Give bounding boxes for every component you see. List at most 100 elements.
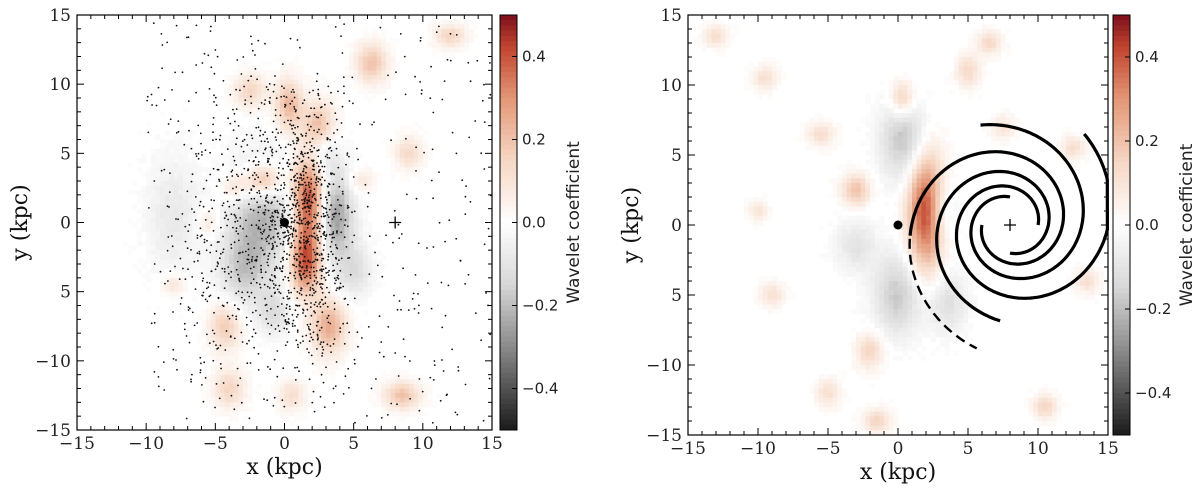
scatter-point bbox=[264, 209, 267, 211]
scatter-point bbox=[329, 233, 331, 236]
scatter-point bbox=[301, 135, 304, 137]
heatmap-cell bbox=[326, 227, 332, 233]
heatmap-cell bbox=[298, 208, 304, 214]
scatter-point bbox=[454, 411, 457, 414]
heatmap-cell bbox=[229, 213, 235, 219]
heatmap-cell bbox=[261, 194, 267, 200]
scatter-point bbox=[343, 92, 345, 95]
heatmap-cell bbox=[711, 19, 717, 25]
heatmap-cell bbox=[455, 33, 461, 39]
heatmap-cell bbox=[312, 153, 318, 159]
scatter-point bbox=[197, 157, 200, 160]
heatmap-cell bbox=[289, 397, 295, 403]
heatmap-cell bbox=[725, 38, 731, 44]
scatter-point bbox=[225, 330, 228, 332]
heatmap-cell bbox=[330, 328, 336, 334]
heatmap-cell bbox=[233, 397, 239, 403]
heatmap-cell bbox=[330, 227, 336, 233]
scatter-point bbox=[309, 277, 312, 279]
scatter-point bbox=[248, 159, 251, 162]
heatmap-cell bbox=[206, 397, 212, 403]
scatter-point bbox=[275, 150, 278, 153]
heatmap-cell bbox=[155, 167, 161, 173]
heatmap-cell bbox=[307, 383, 313, 389]
heatmap-cell bbox=[275, 333, 281, 339]
heatmap-cell bbox=[298, 84, 304, 90]
heatmap-cell bbox=[330, 88, 336, 94]
scatter-point bbox=[297, 186, 300, 189]
scatter-point bbox=[293, 274, 296, 277]
heatmap-cell bbox=[302, 84, 308, 90]
heatmap-cell bbox=[316, 287, 322, 293]
scatter-point bbox=[261, 276, 264, 279]
heatmap-cell bbox=[427, 402, 433, 408]
scatter-point bbox=[313, 113, 316, 116]
heatmap-cell bbox=[781, 75, 787, 81]
heatmap-cell bbox=[358, 38, 364, 44]
heatmap-cell bbox=[201, 319, 207, 325]
heatmap-cell bbox=[252, 277, 258, 283]
scatter-point bbox=[295, 265, 298, 268]
scatter-point bbox=[313, 274, 316, 277]
scatter-point bbox=[293, 221, 295, 224]
heatmap-cell bbox=[196, 254, 202, 260]
heatmap-cell bbox=[169, 264, 175, 270]
scatter-point bbox=[244, 103, 247, 106]
heatmap-cell bbox=[349, 47, 355, 53]
scatter-point bbox=[260, 140, 263, 143]
scatter-point bbox=[318, 230, 321, 233]
heatmap-cell bbox=[219, 254, 225, 260]
scatter-point bbox=[209, 30, 212, 32]
heatmap-cell bbox=[215, 383, 221, 389]
scatter-point bbox=[175, 131, 178, 134]
heatmap-cell bbox=[312, 157, 318, 163]
heatmap-cell bbox=[307, 181, 313, 187]
heatmap-cell bbox=[261, 213, 267, 219]
heatmap-cell bbox=[201, 264, 207, 270]
heatmap-cell bbox=[772, 295, 778, 301]
heatmap-cell bbox=[800, 122, 806, 128]
scatter-point bbox=[233, 203, 235, 206]
scatter-point bbox=[253, 247, 256, 250]
heatmap-cell bbox=[372, 176, 378, 182]
heatmap-cell bbox=[229, 264, 235, 270]
heatmap-cell bbox=[720, 29, 726, 35]
heatmap-cell bbox=[335, 185, 341, 191]
heatmap-cell bbox=[187, 148, 193, 154]
heatmap-cell bbox=[275, 181, 281, 187]
heatmap-cell bbox=[275, 296, 281, 302]
heatmap-cell bbox=[252, 250, 258, 256]
scatter-point bbox=[285, 323, 288, 325]
heatmap-cell bbox=[270, 347, 276, 353]
heatmap-cell bbox=[201, 342, 207, 348]
heatmap-cell bbox=[390, 379, 396, 385]
heatmap-cell bbox=[141, 217, 147, 223]
scatter-point bbox=[303, 235, 305, 238]
heatmap-cell bbox=[229, 328, 235, 334]
scatter-point bbox=[338, 204, 341, 206]
heatmap-cell bbox=[183, 157, 189, 163]
heatmap-cell bbox=[187, 240, 193, 246]
heatmap-cell bbox=[289, 305, 295, 311]
heatmap-cell bbox=[326, 107, 332, 113]
scatter-point bbox=[300, 161, 303, 163]
heatmap-cell bbox=[302, 383, 308, 389]
heatmap-cell bbox=[353, 328, 359, 334]
heatmap-cell bbox=[229, 79, 235, 85]
heatmap-cell bbox=[215, 240, 221, 246]
scatter-point bbox=[318, 329, 321, 332]
heatmap-cell bbox=[358, 240, 364, 246]
heatmap-cell bbox=[289, 199, 295, 205]
heatmap-cell bbox=[335, 250, 341, 256]
heatmap-cell bbox=[312, 116, 318, 122]
heatmap-cell bbox=[776, 309, 782, 315]
heatmap-cell bbox=[160, 162, 166, 168]
heatmap-cell bbox=[399, 374, 405, 380]
heatmap-cell bbox=[372, 264, 378, 270]
heatmap-cell bbox=[298, 93, 304, 99]
scatter-point bbox=[204, 298, 207, 301]
heatmap-cell bbox=[753, 215, 759, 221]
scatter-point bbox=[329, 322, 332, 325]
scatter-point bbox=[310, 125, 312, 128]
scatter-point bbox=[168, 206, 170, 208]
